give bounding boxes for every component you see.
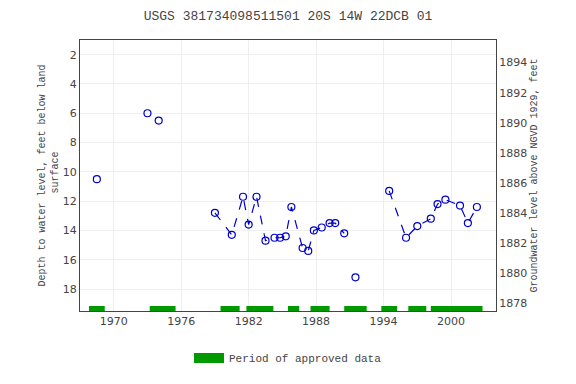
- svg-text:2: 2: [70, 49, 77, 62]
- svg-text:Groundwater level above NGVD 1: Groundwater level above NGVD 1929, feet: [529, 58, 540, 292]
- svg-text:14: 14: [63, 224, 77, 237]
- svg-text:1884: 1884: [499, 207, 527, 220]
- svg-text:18: 18: [63, 283, 77, 296]
- svg-text:2000: 2000: [437, 315, 465, 328]
- svg-text:12: 12: [63, 195, 77, 208]
- svg-text:Depth to water level, feet bel: Depth to water level, feet below land su…: [37, 64, 61, 286]
- svg-text:1976: 1976: [167, 315, 195, 328]
- svg-text:16: 16: [63, 254, 77, 267]
- svg-text:1982: 1982: [235, 315, 263, 328]
- svg-text:1988: 1988: [302, 315, 330, 328]
- svg-text:1888: 1888: [499, 147, 527, 160]
- svg-text:1994: 1994: [370, 315, 398, 328]
- svg-text:1878: 1878: [499, 297, 527, 310]
- svg-text:1890: 1890: [499, 117, 527, 130]
- svg-text:6: 6: [70, 107, 77, 120]
- svg-text:8: 8: [70, 136, 77, 149]
- svg-text:USGS 381734098511501 20S 14W 2: USGS 381734098511501 20S 14W 22DCB 01: [144, 9, 433, 24]
- svg-text:4: 4: [70, 78, 77, 91]
- svg-text:1970: 1970: [100, 315, 128, 328]
- svg-text:1886: 1886: [499, 177, 527, 190]
- svg-text:1882: 1882: [499, 237, 527, 250]
- svg-text:10: 10: [63, 166, 77, 179]
- svg-text:1880: 1880: [499, 267, 527, 280]
- svg-text:Period of approved data: Period of approved data: [229, 353, 381, 365]
- svg-text:1894: 1894: [499, 56, 527, 69]
- svg-text:1892: 1892: [499, 87, 527, 100]
